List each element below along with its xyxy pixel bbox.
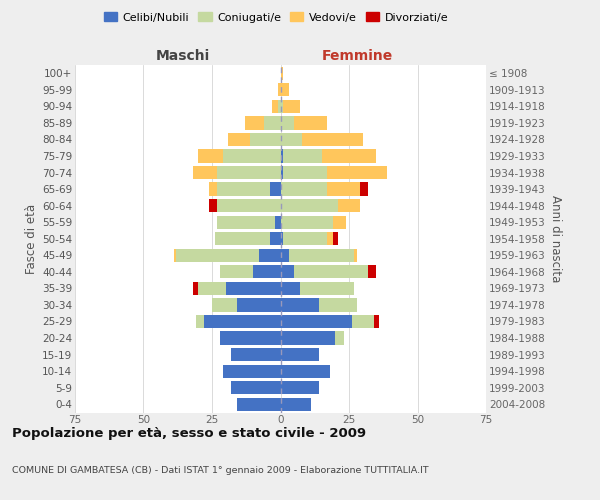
Bar: [204, 315, 281, 328]
Bar: [209, 182, 217, 196]
Bar: [281, 216, 332, 229]
Bar: [193, 282, 198, 295]
Bar: [327, 166, 388, 179]
Bar: [229, 133, 250, 146]
Bar: [281, 100, 283, 113]
Text: COMUNE DI GAMBATESA (CB) - Dati ISTAT 1° gennaio 2009 - Elaborazione TUTTITALIA.: COMUNE DI GAMBATESA (CB) - Dati ISTAT 1°…: [12, 466, 428, 475]
Bar: [302, 133, 363, 146]
Text: Popolazione per età, sesso e stato civile - 2009: Popolazione per età, sesso e stato civil…: [12, 428, 366, 440]
Bar: [220, 332, 281, 344]
Bar: [217, 216, 275, 229]
Bar: [281, 398, 311, 411]
Bar: [272, 100, 278, 113]
Bar: [231, 381, 281, 394]
Bar: [281, 133, 302, 146]
Text: Maschi: Maschi: [156, 48, 210, 62]
Bar: [289, 248, 355, 262]
Bar: [223, 364, 281, 378]
Bar: [281, 298, 319, 312]
Bar: [217, 199, 281, 212]
Bar: [236, 398, 281, 411]
Bar: [223, 150, 281, 162]
Bar: [281, 150, 283, 162]
Bar: [281, 116, 294, 130]
Bar: [283, 100, 299, 113]
Bar: [283, 150, 322, 162]
Bar: [196, 315, 204, 328]
Bar: [281, 381, 319, 394]
Bar: [281, 66, 283, 80]
Bar: [269, 182, 281, 196]
Bar: [173, 248, 176, 262]
Bar: [281, 199, 338, 212]
Bar: [236, 298, 281, 312]
Bar: [281, 248, 289, 262]
Bar: [327, 232, 332, 245]
Bar: [245, 116, 264, 130]
Bar: [281, 332, 335, 344]
Bar: [198, 150, 223, 162]
Bar: [281, 282, 299, 295]
Bar: [319, 298, 357, 312]
Bar: [259, 248, 281, 262]
Bar: [217, 182, 269, 196]
Bar: [281, 348, 319, 361]
Bar: [264, 116, 281, 130]
Bar: [217, 166, 281, 179]
Bar: [269, 232, 281, 245]
Bar: [352, 315, 374, 328]
Bar: [278, 83, 281, 96]
Bar: [253, 265, 281, 278]
Bar: [226, 282, 281, 295]
Bar: [360, 182, 368, 196]
Bar: [199, 282, 226, 295]
Bar: [294, 265, 368, 278]
Bar: [231, 348, 281, 361]
Bar: [368, 265, 376, 278]
Bar: [332, 216, 346, 229]
Text: Femmine: Femmine: [322, 48, 392, 62]
Bar: [294, 116, 327, 130]
Bar: [281, 182, 327, 196]
Bar: [281, 232, 283, 245]
Bar: [281, 315, 352, 328]
Bar: [338, 199, 360, 212]
Bar: [278, 100, 281, 113]
Bar: [322, 150, 376, 162]
Bar: [209, 199, 217, 212]
Bar: [212, 298, 236, 312]
Bar: [281, 265, 294, 278]
Bar: [215, 232, 269, 245]
Bar: [281, 364, 330, 378]
Bar: [281, 83, 289, 96]
Bar: [355, 248, 357, 262]
Bar: [299, 282, 355, 295]
Y-axis label: Anni di nascita: Anni di nascita: [549, 195, 562, 282]
Bar: [193, 166, 217, 179]
Bar: [327, 182, 360, 196]
Bar: [275, 216, 281, 229]
Bar: [332, 232, 338, 245]
Bar: [250, 133, 281, 146]
Bar: [335, 332, 344, 344]
Bar: [283, 166, 327, 179]
Bar: [283, 232, 327, 245]
Y-axis label: Fasce di età: Fasce di età: [25, 204, 38, 274]
Legend: Celibi/Nubili, Coniugati/e, Vedovi/e, Divorziati/e: Celibi/Nubili, Coniugati/e, Vedovi/e, Di…: [100, 8, 452, 27]
Bar: [176, 248, 259, 262]
Bar: [374, 315, 379, 328]
Bar: [281, 166, 283, 179]
Bar: [220, 265, 253, 278]
